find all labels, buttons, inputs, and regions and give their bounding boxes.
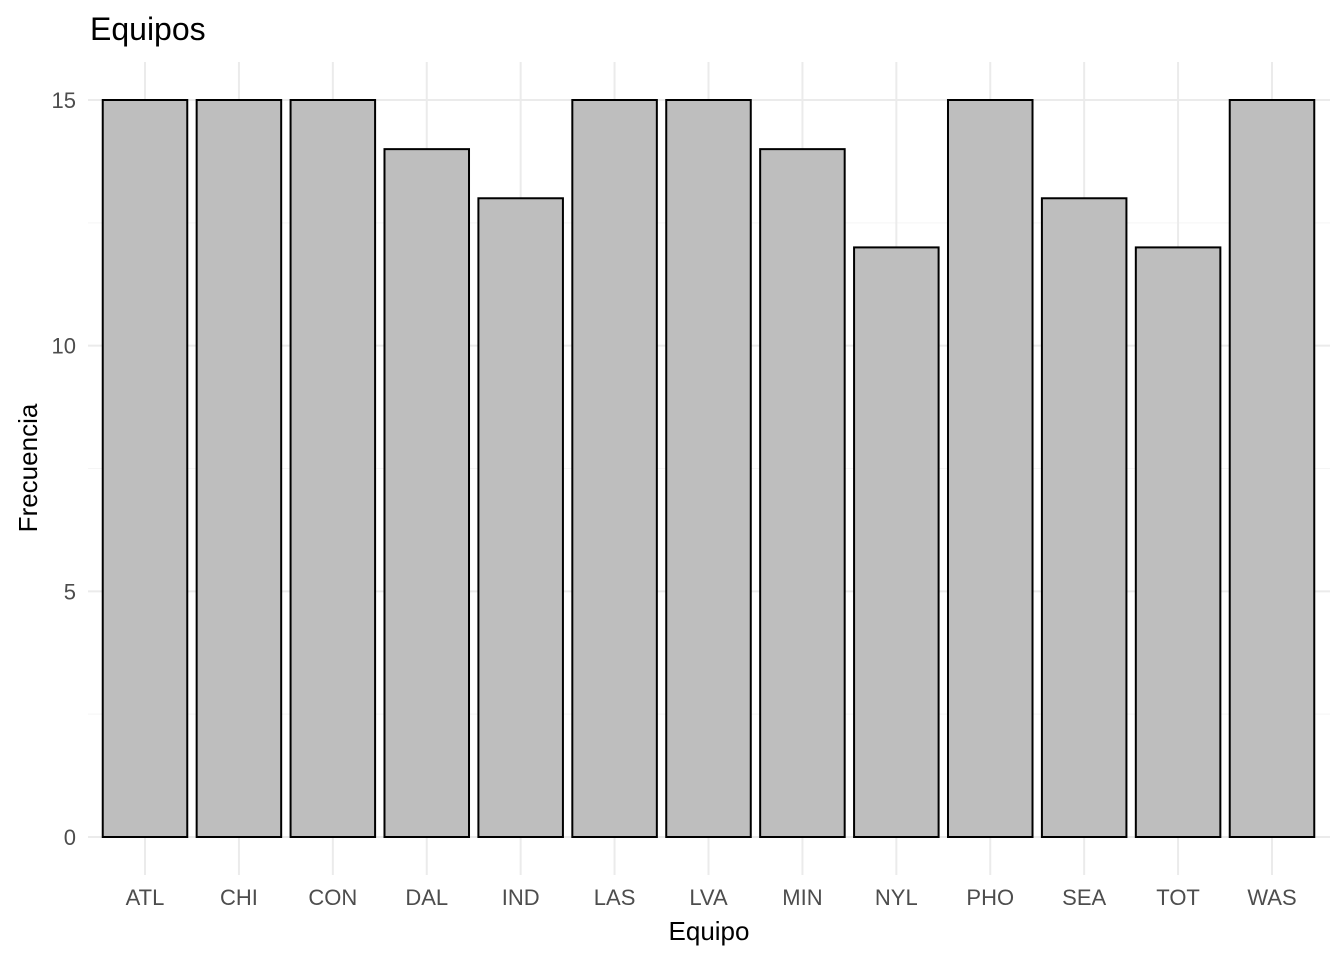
x-tick-label: IND bbox=[502, 885, 540, 910]
bar-pho bbox=[946, 99, 1034, 838]
bar-las bbox=[571, 99, 658, 838]
chart-title: Equipos bbox=[90, 11, 206, 47]
x-tick-label: ATL bbox=[126, 885, 165, 910]
x-tick-label: DAL bbox=[405, 885, 448, 910]
bar-was bbox=[1228, 99, 1316, 838]
y-axis-title: Frecuencia bbox=[13, 403, 43, 532]
bar-sea bbox=[1040, 197, 1128, 838]
x-tick-label: TOT bbox=[1156, 885, 1200, 910]
x-tick-label: PHO bbox=[966, 885, 1014, 910]
x-tick-label: LVA bbox=[689, 885, 728, 910]
bar-ind bbox=[477, 197, 564, 838]
y-tick-label: 10 bbox=[52, 334, 76, 359]
x-tick-label: WAS bbox=[1247, 885, 1296, 910]
x-tick-label: SEA bbox=[1062, 885, 1106, 910]
x-tick-label: NYL bbox=[875, 885, 918, 910]
y-tick-label: 5 bbox=[64, 579, 76, 604]
bar-con bbox=[289, 99, 377, 838]
bar-nyl bbox=[853, 246, 940, 838]
x-tick-label: CON bbox=[308, 885, 357, 910]
bar-atl bbox=[101, 99, 189, 838]
y-tick-label: 0 bbox=[64, 825, 76, 850]
bars bbox=[101, 99, 1316, 838]
bar-tot bbox=[1134, 246, 1222, 838]
bar-min bbox=[759, 148, 846, 838]
x-tick-label: LAS bbox=[594, 885, 636, 910]
x-tick-label: MIN bbox=[782, 885, 822, 910]
bar-lva bbox=[665, 99, 752, 838]
x-axis-ticks: ATL CHI CON DAL IND LAS LVA MIN NYL PHO SEA TOT WAS bbox=[126, 885, 1297, 910]
x-axis-title: Equipo bbox=[669, 916, 750, 946]
bar-dal bbox=[383, 148, 471, 838]
x-tick-label: CHI bbox=[220, 885, 258, 910]
bar-chi bbox=[195, 99, 283, 838]
y-tick-label: 15 bbox=[52, 88, 76, 113]
y-axis-ticks: 0 5 10 15 bbox=[52, 88, 76, 850]
